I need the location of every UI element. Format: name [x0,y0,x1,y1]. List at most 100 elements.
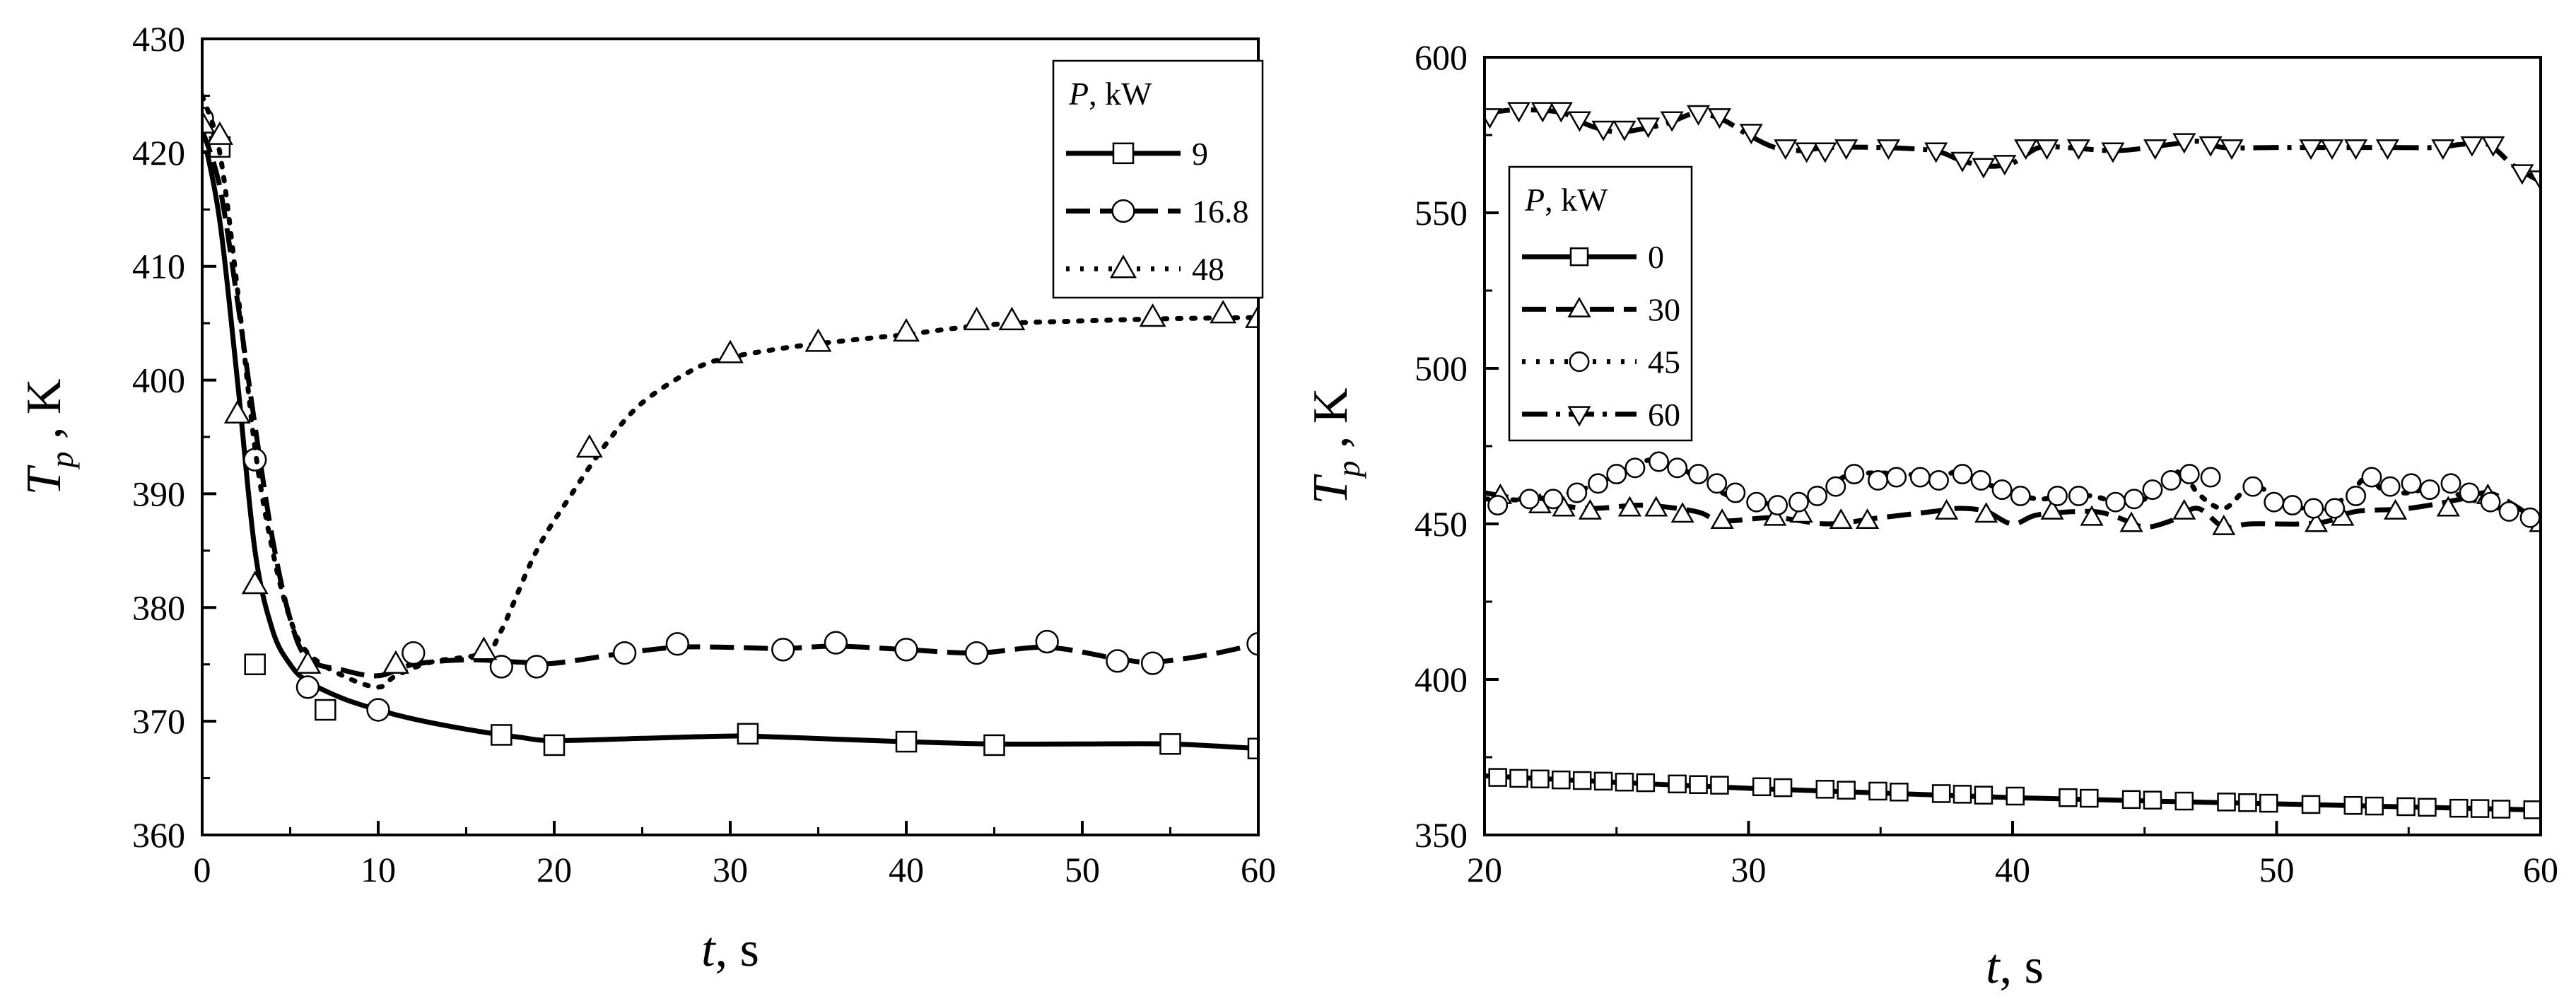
y-tick-label: 420 [132,133,185,173]
triangle-marker [1210,300,1237,324]
x-tick-label: 40 [1995,850,2030,889]
square-marker [1815,780,1835,799]
triangle-down-marker [1774,139,1798,160]
x-tick-label: 20 [1467,850,1502,889]
triangle-down-marker [1813,142,1837,163]
triangle-marker [470,636,498,660]
triangle-marker [717,339,744,363]
square-marker [2523,800,2541,819]
circle-marker [665,632,689,656]
triangle-marker [2119,511,2143,532]
series-9 [202,129,1258,759]
circle-marker [525,655,549,679]
square-marker [2121,790,2141,810]
triangle-down-marker [2299,139,2323,160]
square-marker [491,724,513,746]
square-marker [2301,795,2321,814]
circle-marker [771,638,795,662]
circle-marker [295,675,320,699]
series-line [1485,490,2541,530]
triangle-marker [241,571,269,595]
circle-marker [1788,491,1809,513]
triangle-marker [1578,498,1602,520]
circle-marker [1588,473,1609,494]
square-marker [1953,785,1972,804]
triangle-marker [1856,508,1880,530]
y-tick-label: 360 [132,815,185,855]
circle-marker [1688,464,1709,485]
y-tick-label: 390 [132,474,185,513]
square-marker [1868,781,1887,801]
square-marker [1615,772,1634,792]
triangle-marker [2304,511,2329,532]
square-marker [315,699,336,721]
triangle-marker [575,434,603,458]
y-axis-label: Tp , K [17,379,80,496]
triangle-marker [2172,498,2196,520]
circle-marker [2346,485,2367,506]
triangle-down-marker [2510,164,2534,185]
square-marker [1710,776,1729,795]
legend-title: P, kW [1524,182,1608,218]
triangle-down-marker [1530,102,1555,123]
square-marker [1552,770,1571,790]
circle-marker [1667,457,1688,479]
square-marker [2143,790,2162,810]
triangle-down-marker [2481,136,2505,157]
triangle-marker [206,121,233,145]
triangle-marker [804,328,832,352]
square-marker [1509,769,1528,788]
triangle-down-marker [1686,105,1711,126]
square-marker [2080,788,2099,808]
circle-marker [1725,482,1746,503]
circle-marker [2401,473,2422,494]
circle-marker [1140,651,1165,675]
series-layer [1485,102,2541,819]
series-line [202,93,1258,690]
y-tick-label: 550 [1415,193,1468,233]
circle-marker [2200,467,2221,488]
triangle-down-marker [2320,139,2344,160]
circle-marker [1106,649,1130,673]
triangle-marker [1644,496,1668,517]
square-marker [737,723,759,745]
legend-label: 16.8 [1192,194,1249,230]
y-tick-label: 350 [1415,815,1468,855]
square-marker [2470,799,2490,818]
square-marker [1752,777,1772,797]
circle-marker [2459,482,2480,503]
y-tick-label: 450 [1415,504,1468,544]
series-0 [1485,768,2541,819]
triangle-down-marker [2460,136,2484,157]
x-tick-label: 50 [2259,850,2295,889]
circle-marker [2179,464,2200,485]
square-marker [2396,797,2416,817]
triangle-marker [1935,498,1959,520]
circle-marker [1991,479,2013,501]
y-tick-label: 370 [132,701,185,741]
triangle-marker [893,317,920,342]
square-marker [1112,142,1135,165]
triangle-down-marker [2101,142,2125,163]
circle-marker [1519,489,1540,510]
square-marker [2059,788,2078,807]
circle-marker [1928,469,1949,491]
square-marker [1837,781,1856,800]
square-marker [244,653,266,675]
circle-marker [1868,469,1888,491]
square-marker [1530,769,1550,789]
circle-marker [1567,482,1588,503]
triangle-down-marker [2529,170,2541,192]
square-marker [2491,800,2511,819]
circle-marker [2480,491,2501,513]
legend-title: P, kW [1068,76,1152,112]
square-marker [1569,247,1589,267]
plot-area [201,37,1260,836]
square-marker [1689,775,1708,794]
circle-marker [2264,491,2285,513]
x-tick-label: 50 [1065,850,1100,889]
y-tick-label: 600 [1415,37,1468,77]
triangle-marker [2040,498,2064,520]
circle-marker [489,655,513,679]
